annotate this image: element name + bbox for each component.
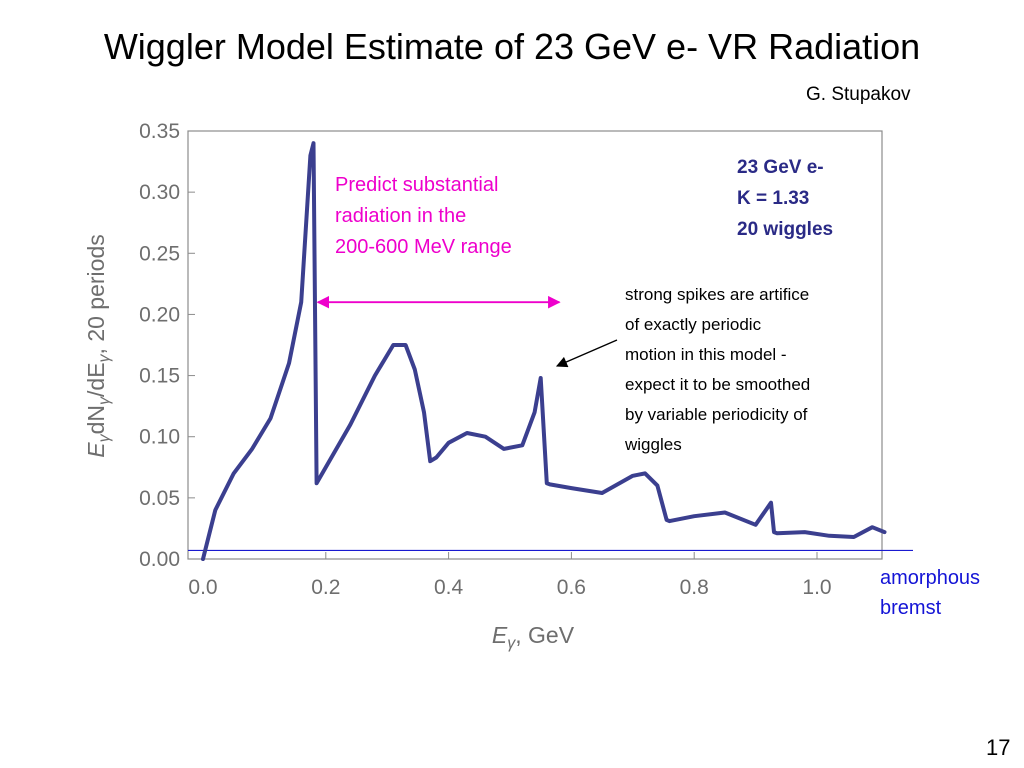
spikes-line-1: strong spikes are artifice — [625, 285, 810, 304]
spike-pointer-arrow — [555, 339, 618, 368]
x-tick-label: 0.2 — [311, 576, 340, 599]
x-tick-label: 0.8 — [680, 576, 709, 599]
y-axis-label: EγdNγ/dEγ, 20 periods — [83, 234, 113, 457]
y-tick-label: 0.10 — [139, 426, 180, 449]
y-tick-label: 0.20 — [139, 303, 180, 326]
x-axis-label: Eγ, GeV — [492, 622, 575, 652]
y-axis: 0.00 0.05 0.10 0.15 0.20 0.25 0.30 0.35 — [139, 120, 195, 571]
author-label: G. Stupakov — [806, 84, 911, 105]
y-tick-label: 0.15 — [139, 365, 180, 388]
params-line-2: K = 1.33 — [737, 188, 810, 209]
spikes-line-3: motion in this model - — [625, 345, 787, 364]
spikes-note: strong spikes are artifice of exactly pe… — [625, 280, 810, 460]
prediction-line-2: radiation in the — [335, 205, 467, 227]
x-tick-label: 0.6 — [557, 576, 586, 599]
bremst-line-1: amorphous — [880, 567, 981, 589]
prediction-note: Predict substantial radiation in the 200… — [335, 170, 575, 263]
bremst-note: amorphous bremst — [880, 563, 980, 623]
y-tick-label: 0.00 — [139, 548, 180, 571]
spikes-line-6: wiggles — [625, 435, 682, 454]
prediction-line-1: Predict substantial — [335, 174, 499, 196]
prediction-line-3: 200-600 MeV range — [335, 236, 512, 258]
x-tick-label: 0.0 — [188, 576, 217, 599]
y-tick-label: 0.25 — [139, 242, 180, 265]
plot-frame — [187, 130, 883, 560]
x-tick-label: 1.0 — [802, 576, 831, 599]
page-number: 17 — [986, 735, 1011, 760]
spikes-line-4: expect it to be smoothed — [625, 375, 811, 394]
params-line-1: 23 GeV e- — [737, 157, 824, 178]
spikes-line-5: by variable periodicity of — [625, 405, 808, 424]
x-axis: 0.0 0.2 0.4 0.6 0.8 1.0 — [188, 552, 832, 599]
page-title: Wiggler Model Estimate of 23 GeV e- VR R… — [103, 26, 921, 67]
y-tick-label: 0.35 — [139, 120, 180, 143]
bremst-line-2: bremst — [880, 597, 942, 619]
y-tick-label: 0.30 — [139, 181, 180, 204]
params-line-3: 20 wiggles — [737, 219, 834, 240]
y-tick-label: 0.05 — [139, 487, 180, 510]
params-note: 23 GeV e- K = 1.33 20 wiggles — [737, 152, 833, 245]
series-line — [201, 141, 887, 561]
x-tick-label: 0.4 — [434, 576, 464, 599]
spikes-line-2: of exactly periodic — [625, 315, 762, 334]
